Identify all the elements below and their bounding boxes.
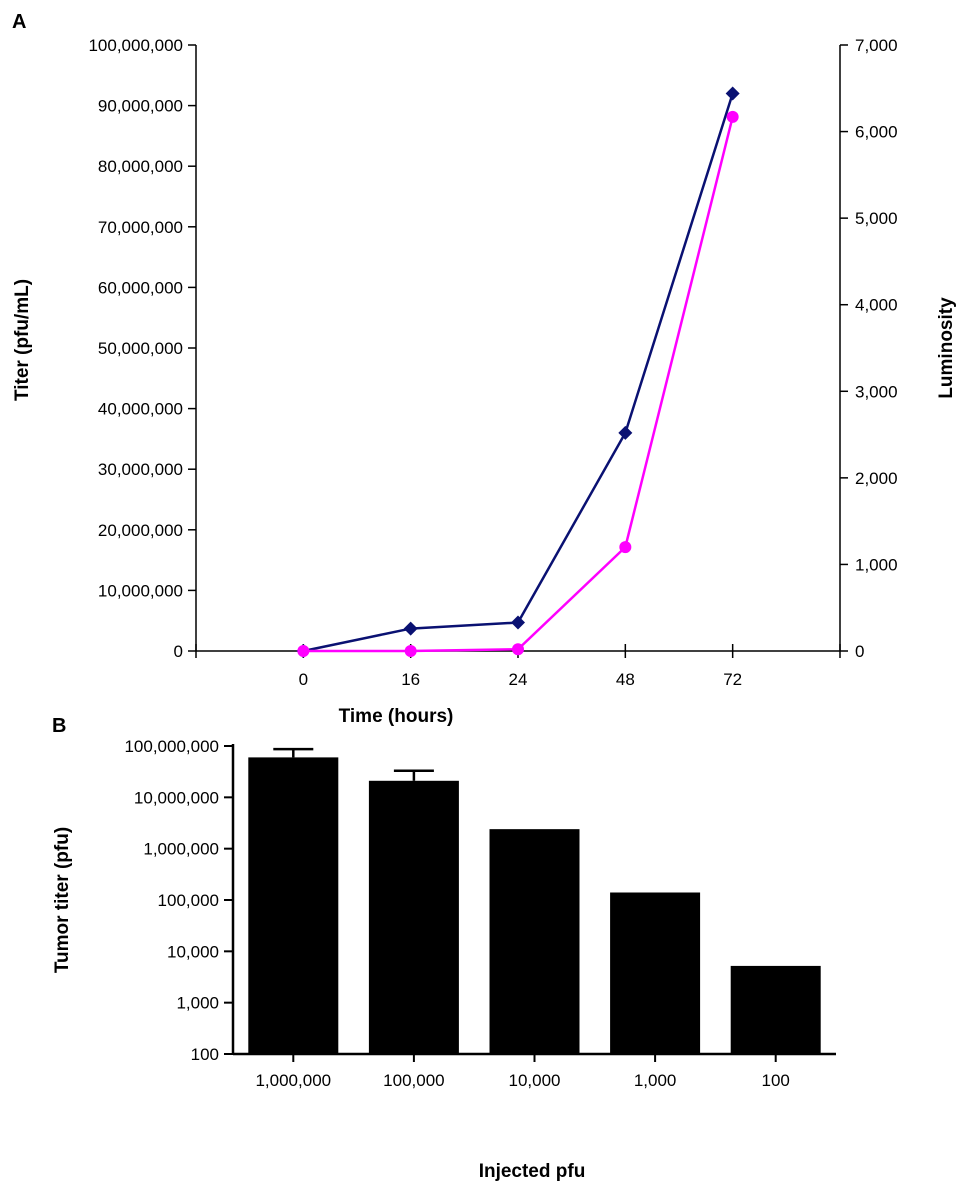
right-y-tick-label: 6,000 xyxy=(855,123,898,142)
x-tick-label: 1,000,000 xyxy=(255,1071,331,1090)
panel-a-label: A xyxy=(12,11,26,33)
x-tick-label: 100,000 xyxy=(383,1071,444,1090)
left-y-axis-title: Titer (pfu/mL) xyxy=(12,279,33,401)
y-tick-label: 1,000,000 xyxy=(143,840,219,859)
bar xyxy=(610,892,701,1054)
series-2-point xyxy=(297,645,310,657)
series-2-point xyxy=(404,645,417,657)
left-y-tick-label: 0 xyxy=(174,642,183,661)
x-tick-label: 16 xyxy=(401,670,420,689)
right-y-tick-label: 2,000 xyxy=(855,469,898,488)
series-1-point xyxy=(511,615,525,630)
right-y-tick-label: 4,000 xyxy=(855,296,898,315)
right-y-tick-label: 5,000 xyxy=(855,209,898,228)
x-tick-label: 72 xyxy=(723,670,742,689)
left-y-tick-label: 70,000,000 xyxy=(98,218,183,237)
left-y-tick-label: 90,000,000 xyxy=(98,97,183,116)
left-y-ticks: 0 10,000,000 20,000,000 30,000,000 40,000,00… xyxy=(88,36,196,661)
y-tick-label: 100,000 xyxy=(158,891,219,910)
x-tick-labels: 1,000,000 100,000 10,000 1,000 100 xyxy=(255,1054,790,1090)
bar xyxy=(368,780,459,1054)
left-y-tick-label: 60,000,000 xyxy=(98,278,183,297)
series-1-point xyxy=(403,621,418,636)
y-axis-title: Tumor titer (pfu) xyxy=(52,827,73,973)
left-y-tick-label: 40,000,000 xyxy=(98,400,183,419)
right-y-tick-label: 7,000 xyxy=(855,36,898,55)
series-2-point xyxy=(726,110,739,123)
left-y-tick-label: 50,000,000 xyxy=(98,339,183,358)
x-tick-label: 24 xyxy=(509,670,528,689)
panel-b-bar-chart: B 100 1,000 10,000 100,000 1,000,000 10,000,0… xyxy=(52,715,836,1182)
right-y-tick-label: 1,000 xyxy=(855,555,898,574)
left-y-tick-label: 100,000,000 xyxy=(88,36,183,55)
line-series xyxy=(296,86,740,658)
y-tick-label: 100,000,000 xyxy=(124,737,219,756)
y-tick-label: 10,000,000 xyxy=(134,788,219,807)
panel-b-label: B xyxy=(52,715,66,737)
series-1-point xyxy=(618,425,633,440)
x-tick-label: 10,000 xyxy=(509,1071,561,1090)
x-tick-label: 100 xyxy=(762,1071,790,1090)
right-y-tick-label: 0 xyxy=(855,642,864,661)
x-axis-title: Time (hours) xyxy=(339,706,454,727)
bar xyxy=(248,757,339,1054)
x-axis-title: Injected pfu xyxy=(479,1161,586,1182)
bars xyxy=(248,747,821,1054)
left-y-tick-label: 20,000,000 xyxy=(98,521,183,540)
y-ticks: 100 1,000 10,000 100,000 1,000,000 10,000,000… xyxy=(124,737,233,1064)
series-2-point xyxy=(619,541,632,554)
y-tick-label: 100 xyxy=(191,1045,219,1064)
y-tick-label: 1,000 xyxy=(176,994,219,1013)
left-y-tick-label: 30,000,000 xyxy=(98,460,183,479)
bar xyxy=(489,829,580,1054)
left-y-tick-label: 80,000,000 xyxy=(98,157,183,176)
series-2-point xyxy=(512,643,524,656)
left-y-tick-label: 10,000,000 xyxy=(98,581,183,600)
x-tick-label: 0 xyxy=(299,670,308,689)
right-y-tick-label: 3,000 xyxy=(855,382,898,401)
panel-a-line-chart: A 0 10,000,000 20,000,000 30,000,000 40,000,… xyxy=(12,11,957,727)
right-y-ticks: 0 1,000 2,000 3,000 4,000 5,000 6,000 7,000 xyxy=(840,36,898,661)
bar xyxy=(730,965,821,1054)
series-1-point xyxy=(725,86,740,101)
y-tick-label: 10,000 xyxy=(167,942,219,961)
series-2-line xyxy=(303,116,734,653)
x-tick-label: 1,000 xyxy=(634,1071,677,1090)
right-y-axis-title: Luminosity xyxy=(936,297,957,399)
x-tick-label: 48 xyxy=(616,670,635,689)
